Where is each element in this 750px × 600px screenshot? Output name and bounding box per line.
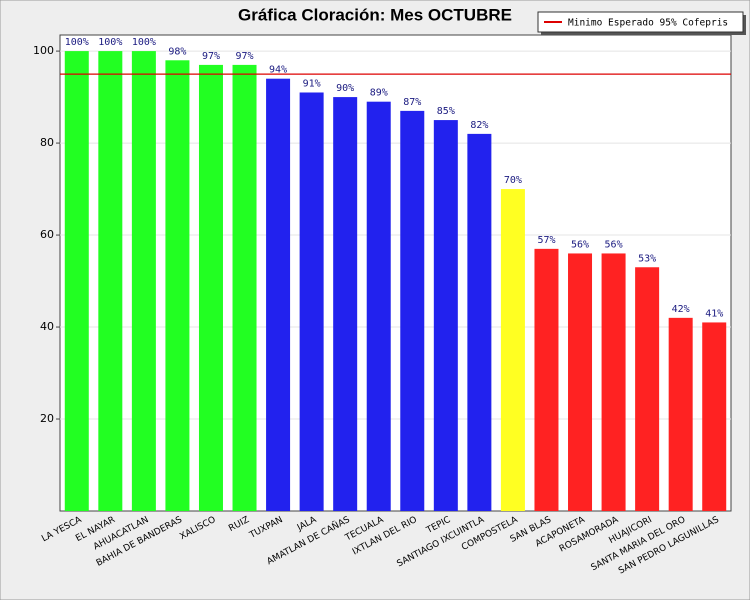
bar bbox=[266, 78, 291, 511]
value-label: 56% bbox=[571, 239, 589, 250]
bar bbox=[232, 64, 257, 511]
bar bbox=[333, 97, 358, 511]
bar bbox=[668, 317, 693, 511]
legend bbox=[537, 11, 744, 33]
value-label: 85% bbox=[437, 106, 455, 117]
bar bbox=[64, 51, 89, 511]
plot-area bbox=[59, 34, 732, 512]
bar bbox=[198, 64, 223, 511]
bar bbox=[400, 110, 425, 511]
value-label: 42% bbox=[672, 304, 690, 315]
value-label: 100% bbox=[98, 37, 122, 48]
value-label: 94% bbox=[269, 65, 287, 76]
value-label: 98% bbox=[168, 46, 186, 57]
value-label: 53% bbox=[638, 253, 656, 264]
value-label: 57% bbox=[537, 235, 555, 246]
legend-label: Minimo Esperado 95% Cofepris bbox=[568, 18, 728, 29]
value-label: 70% bbox=[504, 175, 522, 186]
bar bbox=[165, 60, 190, 512]
bar bbox=[534, 248, 559, 511]
value-label: 97% bbox=[202, 51, 220, 62]
bar bbox=[131, 51, 156, 511]
bar bbox=[299, 92, 324, 512]
value-label: 91% bbox=[303, 78, 321, 89]
value-label: 56% bbox=[605, 239, 623, 250]
value-label: 90% bbox=[336, 83, 354, 94]
y-tick-label: 100 bbox=[33, 44, 54, 57]
bar bbox=[366, 101, 391, 512]
bar bbox=[635, 267, 660, 511]
y-tick-label: 20 bbox=[40, 412, 54, 425]
y-tick-label: 60 bbox=[40, 228, 54, 241]
value-label: 97% bbox=[235, 51, 253, 62]
chart-title: Gráfica Cloración: Mes OCTUBRE bbox=[238, 5, 512, 24]
value-label: 100% bbox=[65, 37, 89, 48]
value-label: 82% bbox=[470, 120, 488, 131]
y-tick-label: 40 bbox=[40, 320, 54, 333]
value-label: 41% bbox=[705, 308, 723, 319]
bar bbox=[702, 322, 727, 511]
value-label: 89% bbox=[370, 88, 388, 99]
bar bbox=[433, 120, 458, 511]
value-label: 100% bbox=[132, 37, 156, 48]
bar bbox=[467, 133, 492, 512]
bar bbox=[500, 189, 525, 511]
bar bbox=[568, 253, 593, 511]
value-label: 87% bbox=[403, 97, 421, 108]
y-tick-label: 80 bbox=[40, 136, 54, 149]
bar bbox=[601, 253, 626, 511]
bar bbox=[98, 51, 123, 511]
